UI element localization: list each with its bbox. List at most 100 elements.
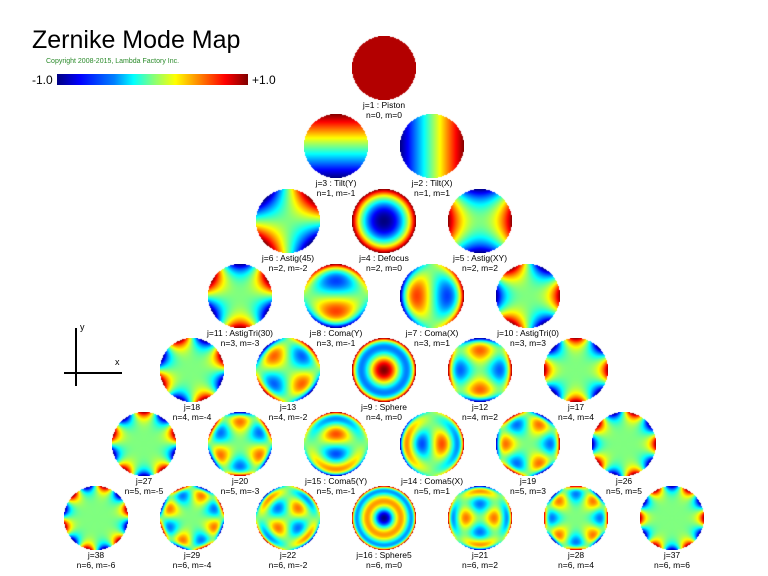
mode-nm: n=1, m=1 — [414, 187, 450, 198]
mode-nm: n=3, m=1 — [414, 337, 450, 348]
mode-label: j=3 : Tilt(Y) — [315, 178, 357, 188]
mode-label: j=8 : Coma(Y) — [309, 328, 363, 338]
page-title: Zernike Mode Map — [32, 26, 241, 54]
mode-caption-j4: j=4 : Defocus n=2, m=0 — [329, 253, 439, 273]
zernike-disc-j1 — [352, 36, 416, 100]
zernike-disc-j6 — [256, 189, 320, 253]
mode-label: j=7 : Coma(X) — [405, 328, 459, 338]
zernike-disc-j20 — [208, 412, 272, 476]
zernike-disc-j7 — [400, 264, 464, 328]
mode-label: j=28 — [567, 550, 585, 560]
mode-nm: n=5, m=3 — [510, 485, 546, 496]
mode-nm: n=2, m=-2 — [268, 262, 308, 273]
mode-caption-j2: j=2 : Tilt(X) n=1, m=1 — [377, 178, 487, 198]
zernike-disc-j17 — [544, 338, 608, 402]
zernike-disc-j38 — [64, 486, 128, 550]
zernike-disc-j5 — [448, 189, 512, 253]
mode-caption-j22: j=22 n=6, m=-2 — [233, 550, 343, 570]
mode-nm: n=6, m=-4 — [172, 559, 212, 570]
mode-nm: n=5, m=5 — [606, 485, 642, 496]
mode-nm: n=4, m=0 — [366, 411, 402, 422]
mode-nm: n=3, m=3 — [510, 337, 546, 348]
mode-label: j=11 : AstigTri(30) — [207, 328, 273, 338]
mode-label: j=22 — [279, 550, 297, 560]
y-axis-label: y — [80, 322, 85, 332]
mode-nm: n=6, m=4 — [558, 559, 594, 570]
mode-caption-j27: j=27 n=5, m=-5 — [89, 476, 199, 496]
mode-nm: n=6, m=6 — [654, 559, 690, 570]
mode-nm: n=4, m=-2 — [268, 411, 308, 422]
mode-caption-j5: j=5 : Astig(XY) n=2, m=2 — [425, 253, 535, 273]
mode-nm: n=5, m=-5 — [124, 485, 164, 496]
mode-label: j=27 — [135, 476, 153, 486]
zernike-disc-j18 — [160, 338, 224, 402]
mode-nm: n=5, m=-1 — [316, 485, 356, 496]
mode-label: j=15 : Coma5(Y) — [304, 476, 368, 486]
colorbar-min-label: -1.0 — [32, 73, 53, 87]
colorbar-max-label: +1.0 — [252, 73, 276, 87]
mode-label: j=4 : Defocus — [359, 253, 409, 263]
zernike-disc-j4 — [352, 189, 416, 253]
mode-nm: n=6, m=-6 — [76, 559, 116, 570]
mode-caption-j9: j=9 : Sphere n=4, m=0 — [329, 402, 439, 422]
zernike-disc-j2 — [400, 114, 464, 178]
mode-caption-j3: j=3 : Tilt(Y) n=1, m=-1 — [281, 178, 391, 198]
mode-caption-j14: j=14 : Coma5(X) n=5, m=1 — [377, 476, 487, 496]
mode-caption-j29: j=29 n=6, m=-4 — [137, 550, 247, 570]
mode-label: j=16 : Sphere5 — [356, 550, 412, 560]
mode-label: j=17 — [567, 402, 585, 412]
mode-nm: n=4, m=4 — [558, 411, 594, 422]
zernike-disc-j21 — [448, 486, 512, 550]
mode-label: j=38 — [87, 550, 105, 560]
mode-label: j=1 : Piston — [362, 100, 406, 110]
mode-nm: n=6, m=-2 — [268, 559, 308, 570]
mode-nm: n=4, m=2 — [462, 411, 498, 422]
mode-nm: n=6, m=2 — [462, 559, 498, 570]
mode-nm: n=1, m=-1 — [316, 187, 356, 198]
zernike-disc-j37 — [640, 486, 704, 550]
mode-label: j=14 : Coma5(X) — [400, 476, 464, 486]
mode-nm: n=4, m=-4 — [172, 411, 212, 422]
zernike-disc-j29 — [160, 486, 224, 550]
mode-caption-j37: j=37 n=6, m=6 — [617, 550, 727, 570]
mode-label: j=37 — [663, 550, 681, 560]
mode-label: j=18 — [183, 402, 201, 412]
mode-caption-j38: j=38 n=6, m=-6 — [41, 550, 151, 570]
zernike-disc-j3 — [304, 114, 368, 178]
x-axis-label: x — [115, 357, 120, 367]
zernike-disc-j14 — [400, 412, 464, 476]
mode-caption-j7: j=7 : Coma(X) n=3, m=1 — [377, 328, 487, 348]
mode-caption-j6: j=6 : Astig(45) n=2, m=-2 — [233, 253, 343, 273]
mode-caption-j26: j=26 n=5, m=5 — [569, 476, 679, 496]
mode-label: j=29 — [183, 550, 201, 560]
mode-caption-j28: j=28 n=6, m=4 — [521, 550, 631, 570]
mode-caption-j10: j=10 : AstigTri(0) n=3, m=3 — [473, 328, 583, 348]
mode-label: j=5 : Astig(XY) — [452, 253, 508, 263]
mode-label: j=12 — [471, 402, 489, 412]
mode-nm: n=6, m=0 — [366, 559, 402, 570]
mode-nm: n=2, m=0 — [366, 262, 402, 273]
mode-nm: n=0, m=0 — [366, 109, 402, 120]
mode-caption-j20: j=20 n=5, m=-3 — [185, 476, 295, 496]
mode-label: j=2 : Tilt(X) — [411, 178, 453, 188]
mode-label: j=19 — [519, 476, 537, 486]
mode-caption-j18: j=18 n=4, m=-4 — [137, 402, 247, 422]
colorbar — [57, 74, 248, 85]
mode-label: j=9 : Sphere — [360, 402, 408, 412]
mode-caption-j8: j=8 : Coma(Y) n=3, m=-1 — [281, 328, 391, 348]
zernike-disc-j13 — [256, 338, 320, 402]
zernike-disc-j12 — [448, 338, 512, 402]
zernike-disc-j19 — [496, 412, 560, 476]
mode-nm: n=5, m=-3 — [220, 485, 260, 496]
mode-label: j=26 — [615, 476, 633, 486]
zernike-disc-j11 — [208, 264, 272, 328]
zernike-disc-j22 — [256, 486, 320, 550]
mode-nm: n=3, m=-1 — [316, 337, 356, 348]
mode-caption-j21: j=21 n=6, m=2 — [425, 550, 535, 570]
zernike-disc-j9 — [352, 338, 416, 402]
mode-caption-j19: j=19 n=5, m=3 — [473, 476, 583, 496]
mode-label: j=10 : AstigTri(0) — [497, 328, 559, 338]
zernike-disc-j16 — [352, 486, 416, 550]
mode-caption-j15: j=15 : Coma5(Y) n=5, m=-1 — [281, 476, 391, 496]
